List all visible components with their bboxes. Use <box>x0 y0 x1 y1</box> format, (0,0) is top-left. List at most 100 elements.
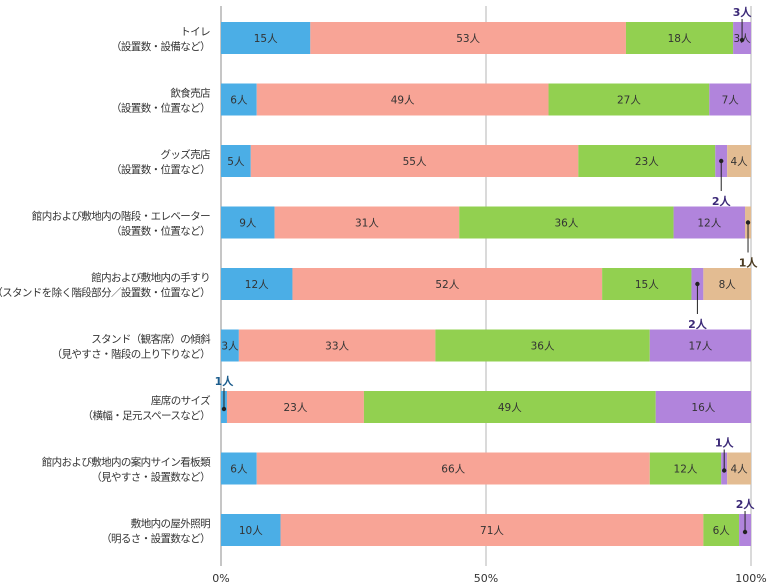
callout-dot <box>221 406 227 412</box>
category-label: トイレ <box>180 26 210 38</box>
data-label: 10人 <box>239 525 263 537</box>
bar-segment <box>727 145 751 177</box>
callout-label: 1人 <box>739 256 759 270</box>
bar-segment <box>459 206 674 239</box>
category-sublabel: （明るさ・設置数など） <box>101 532 210 545</box>
callout-label: 1人 <box>215 374 235 388</box>
bar-segment <box>221 268 293 300</box>
bar-segment <box>250 145 579 177</box>
bar-segment <box>226 391 364 423</box>
bar-segment <box>703 268 751 300</box>
callout-dot <box>722 468 727 473</box>
bar-segment <box>578 145 716 177</box>
bar-segment <box>310 22 626 54</box>
bar-segment <box>274 206 460 239</box>
category-sublabel: （横幅・足元スペースなど） <box>83 409 210 422</box>
bar-segment <box>649 329 751 362</box>
category-sublabel: （設置数・設備など） <box>111 40 210 53</box>
bar-segment <box>221 83 257 116</box>
data-label: 12人 <box>697 218 721 230</box>
callout-dot <box>745 220 751 225</box>
category-label: 敷地内の屋外照明 <box>131 517 210 530</box>
data-label: 55人 <box>403 156 427 168</box>
category-labels: トイレ （設置数・設備など） 飲食売店 （設置数・位置など） グッズ売店 （設置数・位置な… <box>0 26 212 545</box>
bar-segment <box>238 329 436 362</box>
data-label: 33人 <box>325 341 349 353</box>
category-sublabel: （見やすさ・階段の上り下りなど） <box>52 348 210 361</box>
x-tick-label: 0% <box>212 572 229 585</box>
category-label: スタンド（観客席）の傾斜 <box>91 333 211 346</box>
category-sublabel: （設置数・位置など） <box>111 102 210 115</box>
bars-layer <box>221 22 751 546</box>
bar-segment <box>221 452 257 485</box>
bar-segment <box>649 452 722 485</box>
bar-segment <box>727 452 751 485</box>
data-label: 31人 <box>355 218 379 230</box>
bar-segment <box>221 22 311 54</box>
bar-segment <box>221 329 239 362</box>
x-axis-ticks: 0% 50% 100% <box>212 572 766 585</box>
data-label: 66人 <box>441 464 465 476</box>
data-label: 36人 <box>531 341 555 353</box>
bar-segment <box>256 452 650 485</box>
data-label: 5人 <box>227 156 245 168</box>
data-label: 52人 <box>435 279 459 291</box>
data-label: 6人 <box>713 525 731 537</box>
category-label: グッズ売店 <box>161 148 211 161</box>
category-label: 館内および敷地内の手すり <box>91 271 210 284</box>
data-label: 6人 <box>230 464 248 476</box>
callout-dot <box>739 37 745 43</box>
bar-segment <box>363 391 656 423</box>
data-label: 7人 <box>722 95 740 107</box>
x-tick-label: 50% <box>474 572 498 585</box>
callout-label: 2人 <box>712 194 732 208</box>
category-label: 座席のサイズ <box>151 394 210 407</box>
bar-segment <box>709 83 751 116</box>
category-sublabel: （設置数・位置など） <box>111 163 210 176</box>
category-label: 飲食売店 <box>170 87 210 100</box>
data-label: 8人 <box>719 279 737 291</box>
data-label: 71人 <box>480 525 504 537</box>
data-label: 53人 <box>456 33 480 45</box>
bar-segment <box>703 514 740 546</box>
data-label: 12人 <box>674 464 698 476</box>
data-label: 9人 <box>239 218 257 230</box>
data-label: 17人 <box>688 341 712 353</box>
callout-layer: 3人 2人 1人 2人 1人 1人 2人 <box>215 5 759 535</box>
callout-dot <box>719 158 724 164</box>
category-sublabel: （設置数・位置など） <box>111 225 210 238</box>
bar-segment <box>655 391 751 423</box>
data-label: 23人 <box>635 156 659 168</box>
data-label: 4人 <box>730 464 748 476</box>
bar-segment <box>292 268 603 300</box>
data-label: 15人 <box>254 33 278 45</box>
bar-segment <box>221 145 251 177</box>
data-label: 4人 <box>730 156 748 168</box>
bar-segment <box>280 514 704 546</box>
data-label: 36人 <box>554 218 578 230</box>
data-label: 18人 <box>668 33 692 45</box>
data-label: 12人 <box>245 279 269 291</box>
x-tick-label: 100% <box>735 572 766 585</box>
callout-label: 2人 <box>736 497 756 511</box>
bar-segment <box>221 514 281 546</box>
callout-label: 1人 <box>715 436 735 450</box>
category-sublabel: （スタンドを除く階段部分／設置数・位置など） <box>0 286 210 299</box>
bar-segment <box>435 329 650 362</box>
callout-label: 3人 <box>733 5 753 19</box>
category-sublabel: （見やすさ・設置数など） <box>91 471 210 484</box>
data-label: 6人 <box>230 95 248 107</box>
data-label: 49人 <box>498 402 522 414</box>
data-label: 3人 <box>221 341 239 353</box>
bar-segment <box>602 268 692 300</box>
bar-segment <box>256 83 549 116</box>
labels-layer: 15人 53人 18人 3人 6人 49人 27人 7人 5人 55人 23人 4人 9人 31人 36人 1… <box>221 33 751 537</box>
data-label: 23人 <box>284 402 308 414</box>
callout-label: 2人 <box>688 317 708 331</box>
bar-segment <box>673 206 746 239</box>
category-label: 館内および敷地内の案内サイン看板類 <box>42 456 211 469</box>
bar-segment <box>625 22 734 54</box>
bar-segment <box>221 206 275 239</box>
bar-segment <box>548 83 710 116</box>
